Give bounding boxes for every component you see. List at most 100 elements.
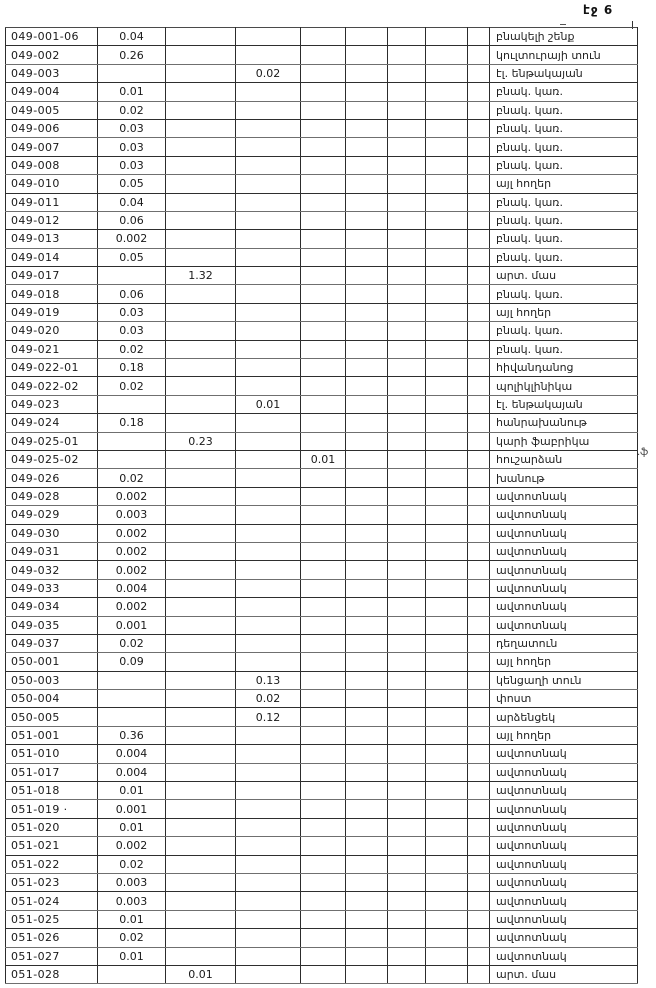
row-value: [467, 45, 490, 65]
table-row: 051-027 0.01 ավտոտնակ: [5, 946, 638, 966]
row-value: [165, 358, 236, 378]
row-value: [165, 928, 236, 948]
row-value: [387, 431, 426, 451]
row-label: ավտոտնակ: [489, 578, 638, 599]
row-value: [387, 817, 426, 838]
row-code: 051-021: [5, 836, 98, 856]
row-value: [345, 854, 388, 874]
row-value: 0.002: [97, 541, 166, 562]
row-value: [467, 946, 490, 966]
row-label: ավտոտնակ: [489, 817, 638, 838]
row-label: ավտոտնակ: [489, 523, 638, 543]
row-value: [425, 82, 468, 102]
row-value: [300, 781, 346, 801]
row-value: [235, 541, 301, 562]
row-label: ավտոտնակ: [489, 836, 638, 856]
row-value: 0.01: [97, 781, 166, 801]
row-value: [425, 192, 468, 212]
table-row: 051-019 · 0.001 ավտոտնակ: [5, 799, 638, 819]
row-value: [425, 100, 468, 120]
row-value: [467, 633, 490, 654]
table-row: 049-029 0.003 ավտոտնակ: [5, 505, 638, 525]
row-value: [387, 560, 426, 580]
row-value: [300, 799, 346, 819]
row-value: [345, 799, 388, 819]
row-code: 049-024: [5, 413, 98, 433]
row-value: [235, 45, 301, 65]
row-value: [467, 100, 490, 120]
row-value: [425, 376, 468, 396]
row-value: [165, 762, 236, 783]
row-value: [300, 266, 346, 286]
table-row: 049-025-01 0.23 կարի ֆաբրիկա: [5, 431, 638, 451]
row-code: 050-005: [5, 707, 98, 727]
row-value: [467, 394, 490, 415]
row-value: [467, 670, 490, 691]
row-value: [387, 26, 426, 47]
row-value: [235, 560, 301, 580]
row-value: [467, 118, 490, 139]
table-row: 049-026 0.02 խանութ: [5, 468, 638, 488]
row-label: բնակ. կառ.: [489, 137, 638, 157]
row-label: ավտոտնակ: [489, 909, 638, 930]
table-row: 049-001-06 0.04 բնակելի շենք: [5, 26, 638, 47]
row-value: [165, 155, 236, 176]
row-code: 049-020: [5, 321, 98, 341]
row-code: 049-033: [5, 578, 98, 599]
row-value: 0.02: [97, 633, 166, 654]
row-value: [300, 137, 346, 157]
row-label: ավտոտնակ: [489, 615, 638, 635]
row-value: [425, 964, 468, 985]
row-value: [300, 946, 346, 966]
row-code: 049-037: [5, 633, 98, 654]
row-code: 049-005: [5, 100, 98, 120]
row-value: [165, 82, 236, 102]
row-value: [467, 615, 490, 635]
row-value: [300, 836, 346, 856]
row-value: [235, 781, 301, 801]
row-value: [387, 578, 426, 599]
row-value: [345, 744, 388, 764]
row-value: [165, 541, 236, 562]
row-value: [425, 597, 468, 617]
table-row: 049-023 0.01 էլ. ենթակայան: [5, 394, 638, 415]
row-value: [300, 523, 346, 543]
row-value: [345, 358, 388, 378]
row-value: [165, 817, 236, 838]
table-row: 051-022 0.02 ավտոտնակ: [5, 854, 638, 874]
row-value: [165, 615, 236, 635]
row-value: [165, 854, 236, 874]
row-label: բնակ. կառ.: [489, 100, 638, 120]
row-code: 051-019 ·: [5, 799, 98, 819]
row-value: 0.02: [235, 689, 301, 709]
row-label: ավտոտնակ: [489, 560, 638, 580]
row-code: 050-004: [5, 689, 98, 709]
row-value: [345, 836, 388, 856]
row-value: [387, 321, 426, 341]
table-row: 049-020 0.03 բնակ. կառ.: [5, 321, 638, 341]
row-value: 0.36: [97, 725, 166, 746]
row-value: [165, 946, 236, 966]
row-value: [165, 523, 236, 543]
row-value: [425, 872, 468, 893]
row-value: [235, 468, 301, 488]
row-value: [345, 707, 388, 727]
row-value: 0.04: [97, 192, 166, 212]
row-value: [467, 321, 490, 341]
row-value: [345, 891, 388, 911]
row-value: [165, 302, 236, 323]
row-value: [345, 266, 388, 286]
row-value: [387, 284, 426, 304]
row-value: [387, 468, 426, 488]
row-label: ավտոտնակ: [489, 854, 638, 874]
row-value: [345, 486, 388, 507]
row-value: [387, 45, 426, 65]
row-value: [467, 376, 490, 396]
row-label: կուլտուրայի տուն: [489, 45, 638, 65]
row-value: 0.04: [97, 26, 166, 47]
row-value: [300, 394, 346, 415]
row-label: ավտոտնակ: [489, 891, 638, 911]
row-value: [387, 155, 426, 176]
row-value: [387, 670, 426, 691]
table-row: 049-004 0.01 բնակ. կառ.: [5, 82, 638, 102]
